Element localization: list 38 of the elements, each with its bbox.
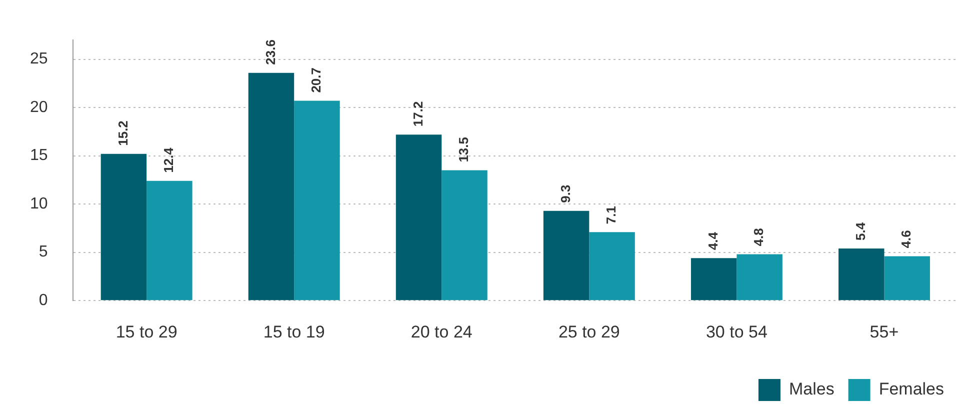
x-tick-label: 15 to 19 — [263, 322, 325, 342]
data-label: 9.3 — [558, 184, 573, 203]
y-tick-label: 15 — [30, 147, 48, 164]
bar — [589, 232, 635, 300]
bar — [543, 210, 590, 300]
legend-label: Males — [788, 380, 834, 399]
bar — [294, 100, 340, 300]
data-label: 13.5 — [456, 136, 472, 162]
x-tick-label: 55+ — [870, 322, 899, 342]
data-label: 5.4 — [852, 222, 868, 240]
y-tick-label: 20 — [30, 98, 48, 116]
bar — [736, 254, 782, 300]
bar — [146, 180, 192, 300]
x-tick-label: 15 to 29 — [116, 322, 178, 342]
data-label: 20.7 — [308, 67, 324, 93]
y-tick-label: 10 — [30, 195, 48, 212]
bar — [396, 134, 442, 300]
bar — [248, 72, 294, 300]
data-label: 23.6 — [262, 40, 278, 65]
bar — [100, 154, 147, 300]
legend-label: Females — [878, 380, 944, 399]
data-label: 17.2 — [410, 101, 426, 127]
bar — [838, 248, 884, 300]
x-tick-label: 30 to 54 — [706, 322, 768, 342]
y-tick-label: 5 — [38, 244, 48, 261]
data-label: 4.8 — [751, 228, 766, 246]
data-label: 7.1 — [604, 206, 619, 224]
data-label: 15.2 — [115, 120, 130, 146]
bar — [884, 256, 930, 300]
bar — [690, 258, 737, 300]
data-label: 4.4 — [705, 231, 720, 250]
x-tick-label: 25 to 29 — [558, 322, 620, 342]
data-label: 12.4 — [161, 146, 176, 173]
data-label: 4.6 — [898, 230, 914, 248]
y-tick-label: 0 — [38, 292, 48, 310]
y-tick-label: 25 — [30, 50, 48, 68]
bar — [442, 170, 488, 300]
x-tick-label: 20 to 24 — [410, 322, 472, 342]
